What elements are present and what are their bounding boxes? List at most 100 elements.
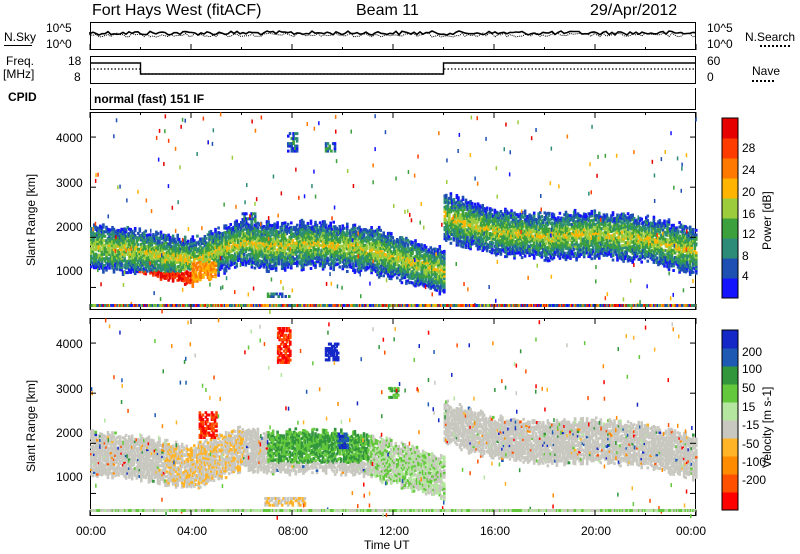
power-cell (215, 239, 219, 243)
power-cell (441, 275, 445, 279)
power-cell (495, 215, 498, 219)
power-cell (185, 261, 188, 265)
power-cell (176, 251, 179, 255)
power-cell (393, 273, 396, 277)
power-cell (232, 259, 235, 263)
power-cell (373, 248, 376, 252)
power-cell (240, 241, 243, 245)
power-cell (144, 238, 148, 242)
power-cell (226, 265, 229, 269)
power-cell (346, 238, 349, 242)
power-cell (224, 231, 228, 235)
power-cell (299, 228, 302, 232)
power-cell (330, 241, 334, 245)
power-cell (443, 263, 446, 267)
power-cell (282, 262, 285, 266)
power-cell (359, 230, 363, 234)
power-cell (174, 272, 178, 276)
power-cell (243, 228, 246, 232)
power-cell (303, 244, 307, 248)
power-cell (100, 241, 104, 245)
power-cell (202, 246, 205, 250)
power-cell (191, 253, 195, 257)
power-cell (495, 226, 498, 230)
power-cell (426, 263, 429, 267)
power-cell (320, 239, 323, 243)
power-cell (165, 257, 169, 261)
power-cell (458, 237, 462, 241)
power-cell (106, 230, 110, 234)
power-cell (205, 263, 208, 267)
power-cell (423, 253, 426, 257)
power-cell (190, 260, 193, 264)
power-cell (514, 246, 518, 250)
power-cell (188, 258, 192, 262)
power-cell (332, 250, 335, 254)
power-cell (112, 232, 116, 236)
power-cell (461, 231, 465, 235)
power-cell (261, 262, 264, 266)
power-cell (155, 273, 158, 277)
power-cell (335, 262, 338, 266)
power-cell (250, 247, 254, 251)
power-cell (170, 256, 173, 260)
power-cell (380, 268, 384, 272)
power-cell (394, 240, 398, 244)
power-cell (411, 274, 414, 278)
power-cell (209, 272, 213, 276)
power-cell (349, 233, 352, 237)
power-cell (557, 243, 560, 247)
power-cell (90, 238, 93, 242)
power-cell (268, 262, 272, 266)
power-cell (493, 217, 497, 221)
power-cell (364, 268, 367, 272)
power-cell (403, 251, 407, 255)
power-cell (309, 230, 313, 234)
power-cell (498, 248, 501, 251)
power-cell (361, 236, 364, 240)
power-cell (123, 236, 126, 240)
power-cell (548, 250, 551, 254)
power-cell (393, 241, 396, 245)
power-cell (176, 260, 179, 264)
power-cell (340, 249, 343, 252)
power-cell (558, 234, 562, 238)
power-cell (411, 263, 414, 267)
power-cell (271, 255, 275, 259)
power-cell (123, 234, 126, 238)
power-cell (199, 239, 202, 243)
power-cell (294, 232, 298, 236)
power-cell (223, 240, 226, 244)
power-cell (414, 282, 417, 286)
power-cell (402, 249, 405, 253)
power-cell (526, 244, 530, 248)
power-cell (303, 235, 307, 239)
power-cell (333, 261, 337, 265)
power-cell (435, 257, 438, 261)
power-cell (443, 219, 447, 223)
power-cell (350, 245, 354, 249)
power-cell (373, 252, 376, 256)
power-cell (150, 263, 154, 267)
power-cell (523, 236, 527, 240)
power-cell (508, 214, 512, 217)
power-cell (558, 247, 562, 251)
power-cell (238, 230, 242, 234)
power-cell (238, 250, 242, 254)
power-cell (329, 244, 332, 248)
power-cell (182, 277, 185, 281)
power-cell (309, 239, 313, 243)
power-cell (105, 257, 108, 261)
power-cell (446, 237, 450, 240)
power-cell (226, 251, 229, 255)
power-cell (143, 262, 146, 266)
power-cell (156, 263, 160, 267)
power-cell (364, 239, 367, 243)
power-cell (140, 242, 143, 246)
power-cell (391, 274, 395, 278)
power-cell (535, 241, 539, 245)
power-cell (268, 250, 272, 254)
power-cell (124, 235, 128, 238)
power-cell (335, 251, 338, 255)
power-cell (279, 241, 282, 245)
